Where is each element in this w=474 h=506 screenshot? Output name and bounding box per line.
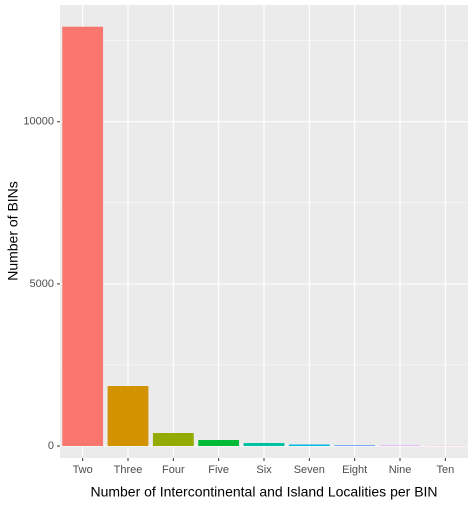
x-tick-label: Two <box>73 464 93 476</box>
x-tick-label: Five <box>208 464 229 476</box>
bar <box>62 26 104 447</box>
y-tick-label: 5000 <box>30 278 54 290</box>
x-tick-label: Eight <box>342 464 367 476</box>
x-tick-label: Three <box>114 464 143 476</box>
x-axis-title: Number of Intercontinental and Island Lo… <box>90 484 437 500</box>
y-axis-title: Number of BINs <box>5 181 21 281</box>
x-tick-label: Four <box>162 464 185 476</box>
x-tick-label: Ten <box>436 464 454 476</box>
bar <box>243 442 285 447</box>
bar <box>152 433 194 447</box>
x-tick-label: Six <box>256 464 272 476</box>
bar <box>107 386 149 447</box>
y-tick-label: 10000 <box>23 116 54 128</box>
bar <box>198 440 240 447</box>
bar <box>288 444 330 447</box>
bar <box>334 445 376 447</box>
y-tick-label: 0 <box>48 440 54 452</box>
x-tick-label: Nine <box>389 464 412 476</box>
x-tick-label: Seven <box>294 464 325 476</box>
